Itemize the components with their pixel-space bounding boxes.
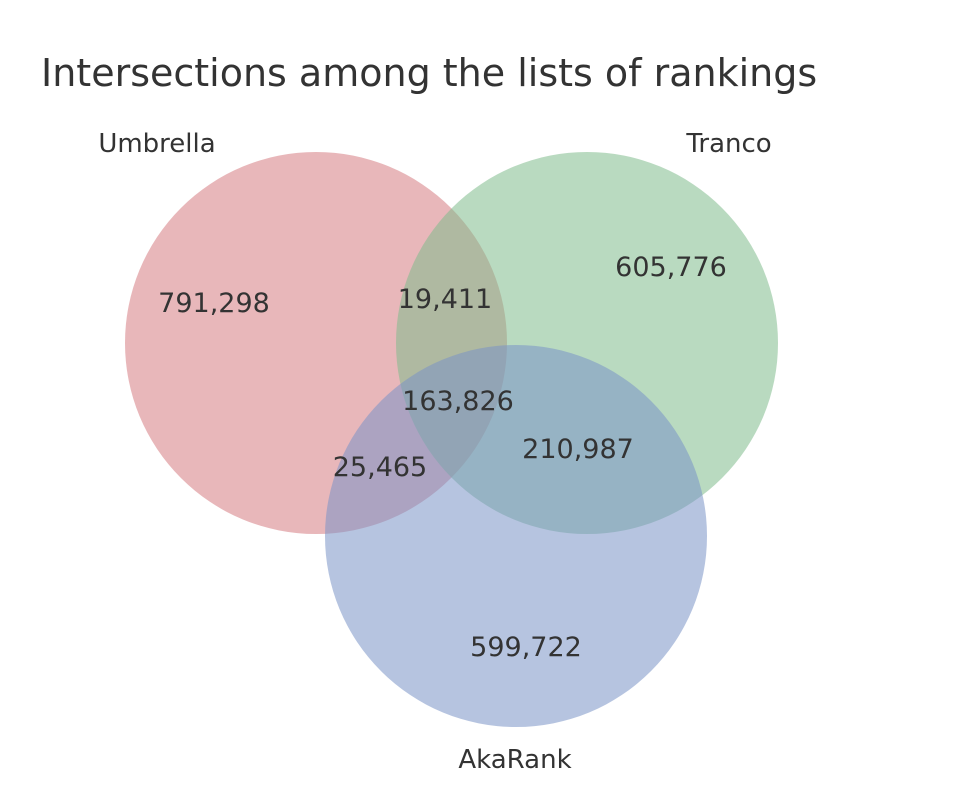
region-label-umbrella-akarank: 25,465 (333, 452, 427, 483)
set-label-akarank: AkaRank (458, 745, 571, 775)
region-label-all-three: 163,826 (402, 386, 514, 417)
set-label-umbrella: Umbrella (98, 129, 215, 159)
venn-circle-akarank (325, 345, 707, 727)
chart-title: Intersections among the lists of ranking… (41, 51, 817, 95)
region-label-tranco-akarank: 210,987 (522, 434, 634, 465)
region-label-akarank-only: 599,722 (470, 632, 582, 663)
region-label-tranco-only: 605,776 (615, 252, 727, 283)
set-label-tranco: Tranco (685, 129, 771, 159)
venn-circles (125, 152, 778, 727)
region-label-umbrella-only: 791,298 (158, 288, 270, 319)
region-label-umbrella-tranco: 19,411 (398, 284, 492, 315)
